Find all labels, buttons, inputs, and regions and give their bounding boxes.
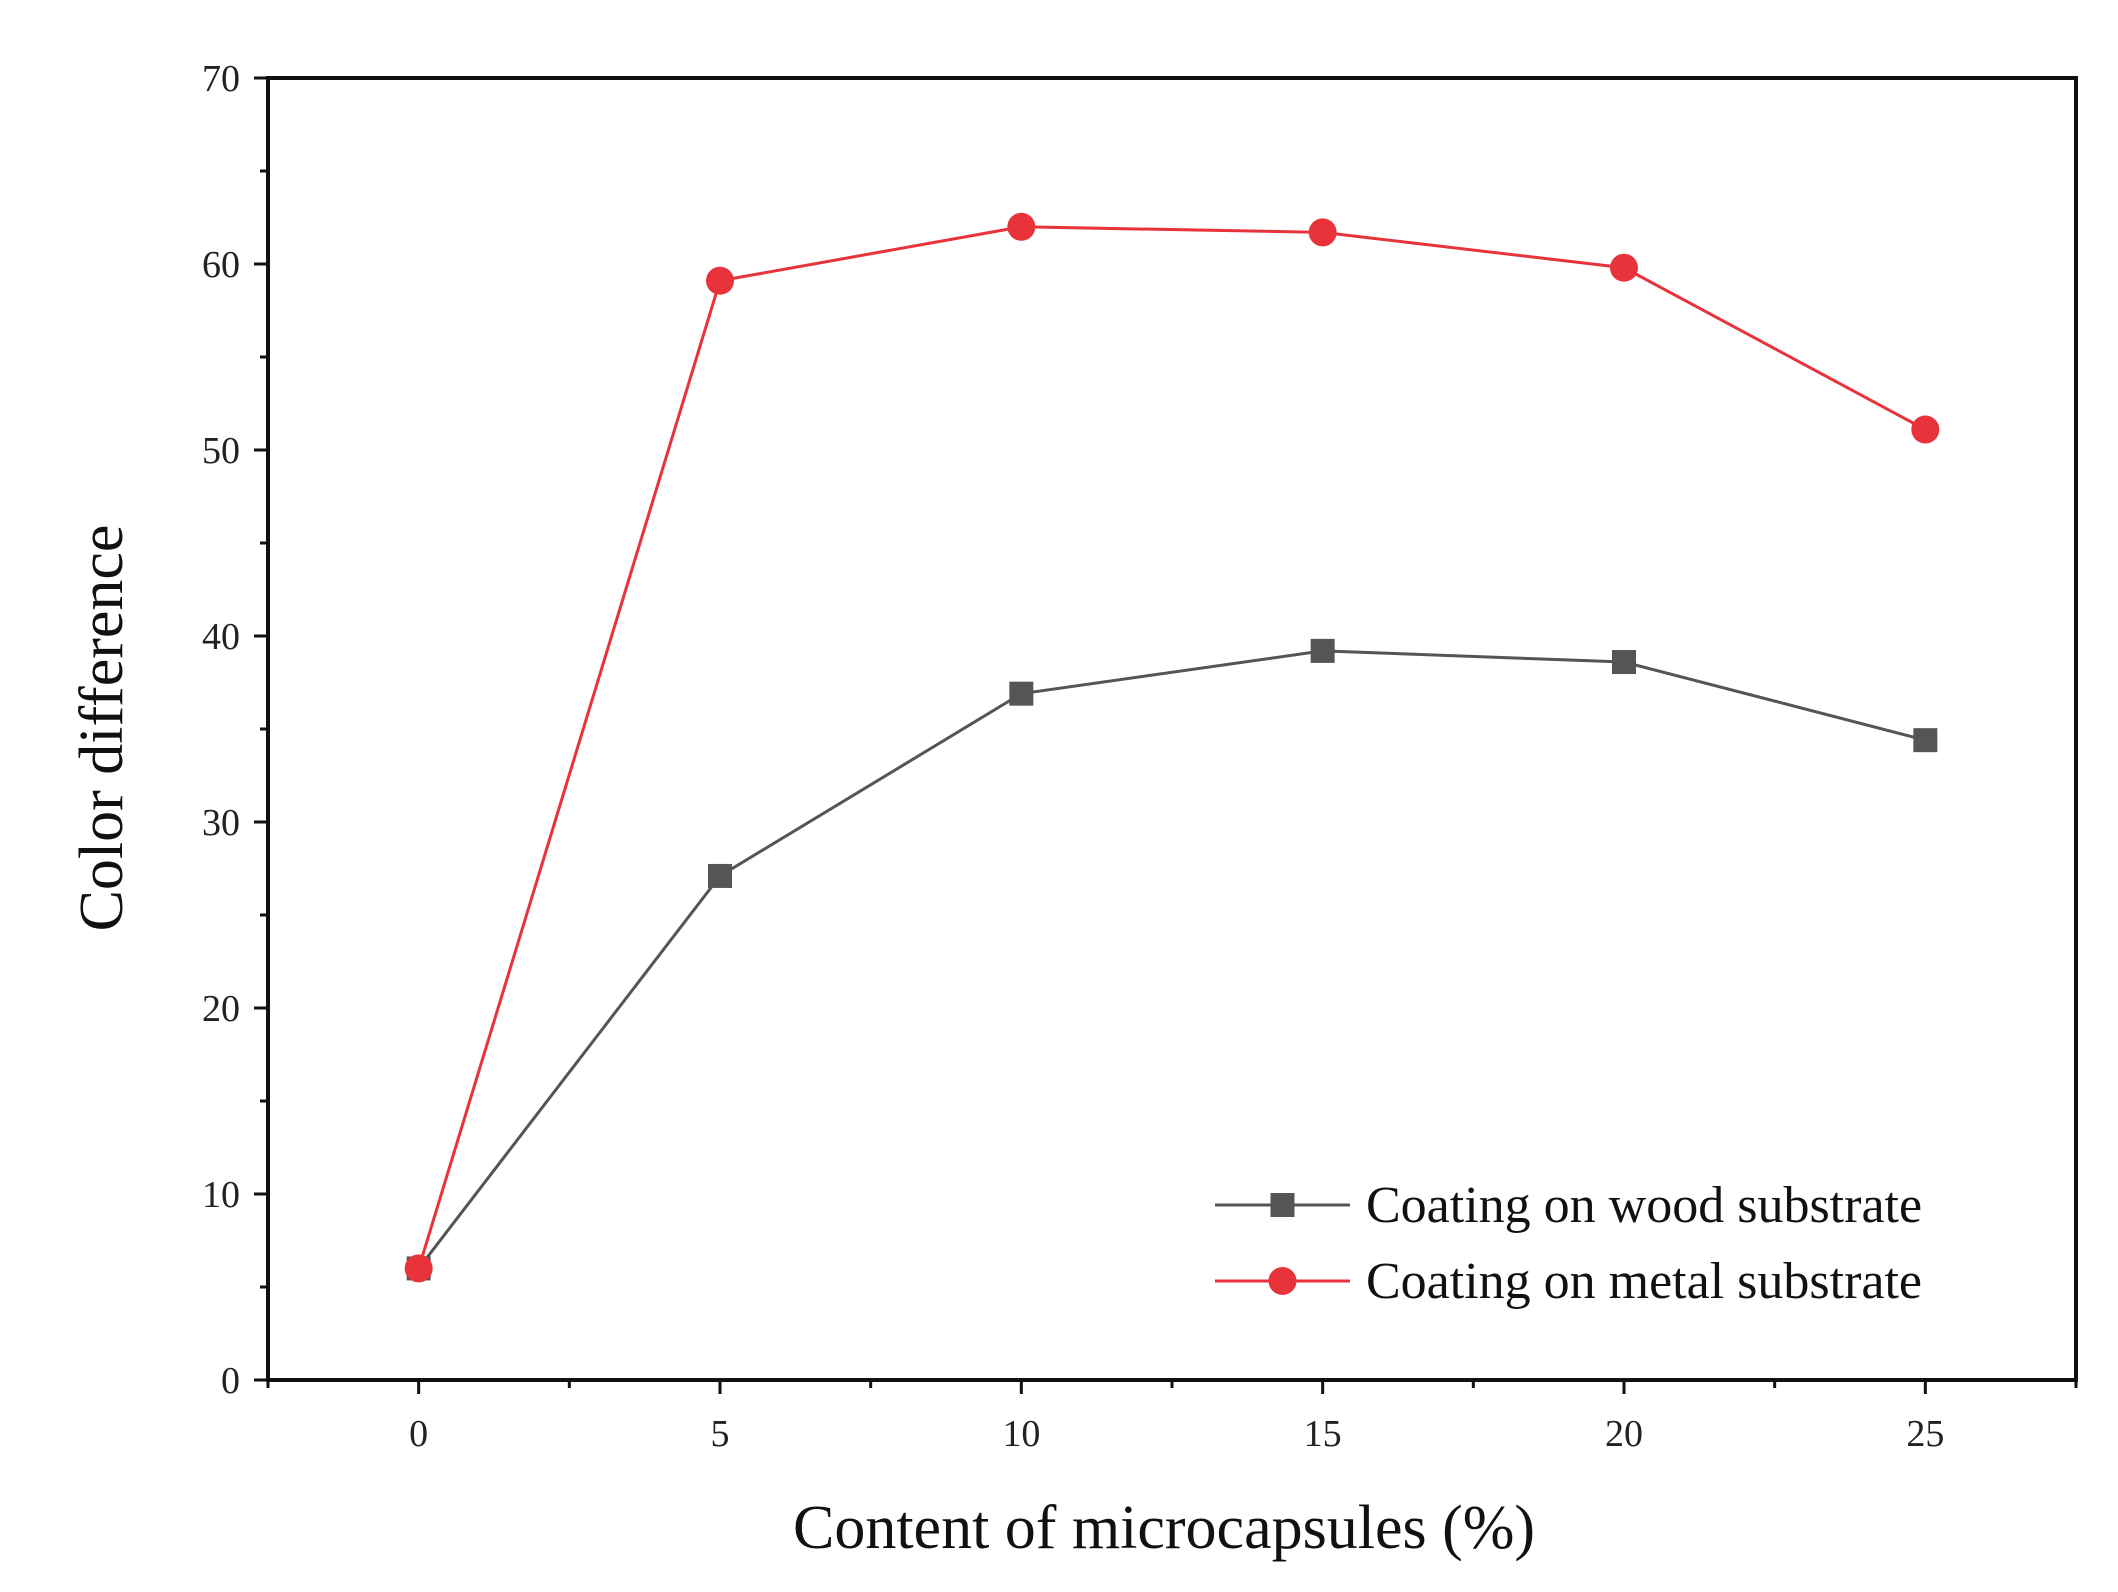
y-axis-title: Color difference — [68, 525, 136, 932]
y-tick-label: 20 — [202, 988, 240, 1030]
data-point-square — [1310, 638, 1335, 663]
x-tick-label: 10 — [1002, 1413, 1040, 1455]
series-line — [417, 225, 1927, 1269]
series-metal — [404, 212, 1940, 1283]
legend-item: Coating on wood substrate — [1215, 1177, 1922, 1234]
legend-marker-square — [1270, 1193, 1295, 1217]
y-tick-label: 10 — [202, 1174, 240, 1216]
y-tick-label: 60 — [202, 244, 240, 286]
ticks: 0 5 10 15 20 25 0 10 20 30 40 50 60 70 — [202, 58, 2078, 1455]
data-point-square — [1612, 650, 1636, 675]
series-line — [417, 649, 1926, 1270]
legend-item: Coating on metal substrate — [1215, 1253, 1922, 1310]
x-tick-label: 15 — [1304, 1413, 1342, 1455]
data-point-circle — [1911, 415, 1940, 444]
y-tick-label: 0 — [221, 1360, 240, 1402]
data-point-circle — [1308, 218, 1337, 247]
x-axis-title: Content of microcapsules (%) — [793, 1494, 1535, 1562]
legend: Coating on wood substrate Coating on meta… — [1215, 1177, 1922, 1310]
data-point-circle — [1007, 212, 1036, 241]
y-tick-label: 30 — [202, 802, 240, 844]
data-point-square — [1009, 681, 1034, 706]
data-point-circle — [706, 266, 734, 295]
y-tick-label: 70 — [202, 58, 240, 100]
x-tick-label: 5 — [711, 1413, 730, 1455]
y-tick-label: 40 — [202, 616, 240, 658]
series-layer — [404, 212, 1940, 1283]
legend-marker-circle — [1268, 1267, 1297, 1295]
data-point-circle — [404, 1254, 433, 1283]
x-tick-label: 20 — [1605, 1413, 1643, 1455]
data-point-circle — [1610, 253, 1638, 282]
data-point-square — [708, 863, 732, 888]
y-tick-label: 50 — [202, 430, 240, 472]
x-tick-label: 25 — [1906, 1413, 1944, 1455]
x-tick-label: 0 — [409, 1413, 428, 1455]
legend-label: Coating on wood substrate — [1366, 1177, 1922, 1234]
legend-label: Coating on metal substrate — [1366, 1253, 1922, 1310]
data-point-square — [1913, 728, 1938, 753]
